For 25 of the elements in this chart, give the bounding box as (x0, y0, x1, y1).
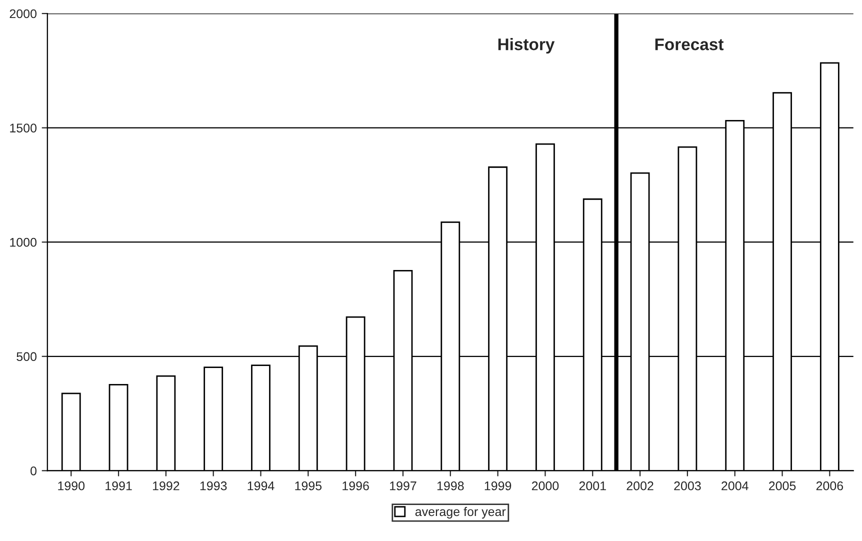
x-tick-label: 1997 (390, 481, 416, 490)
annotation: History (498, 38, 555, 54)
x-tick-label: 2002 (626, 481, 654, 490)
x-tick-label: 1999 (484, 481, 512, 490)
x-tick-label: 1996 (342, 481, 369, 490)
y-tick-label: 1500 (10, 124, 37, 132)
x-tick-label: 1990 (58, 481, 85, 490)
x-tick-label: 2000 (532, 481, 559, 490)
x-tick-label: 1998 (437, 481, 464, 490)
x-tick-label: 2006 (816, 481, 844, 490)
x-tick-label: 1993 (200, 481, 227, 490)
x-tick-label: 2005 (768, 481, 796, 490)
y-tick-label: 2000 (10, 9, 37, 18)
y-tick-label: 1000 (10, 238, 37, 247)
x-tick-label: 1992 (152, 481, 180, 490)
x-tick-label: 2004 (722, 481, 748, 490)
y-tick-label: 0 (30, 466, 37, 476)
x-tick-label: 2003 (674, 481, 701, 490)
y-tick-label: 500 (16, 352, 37, 362)
x-tick-label: 2001 (579, 481, 606, 490)
annotation: Forecast (655, 38, 724, 50)
x-tick-label: 1995 (295, 481, 322, 490)
x-tick-label: 1991 (106, 481, 132, 490)
x-tick-label: 1994 (248, 481, 274, 490)
legend-label: average for year (415, 506, 506, 519)
